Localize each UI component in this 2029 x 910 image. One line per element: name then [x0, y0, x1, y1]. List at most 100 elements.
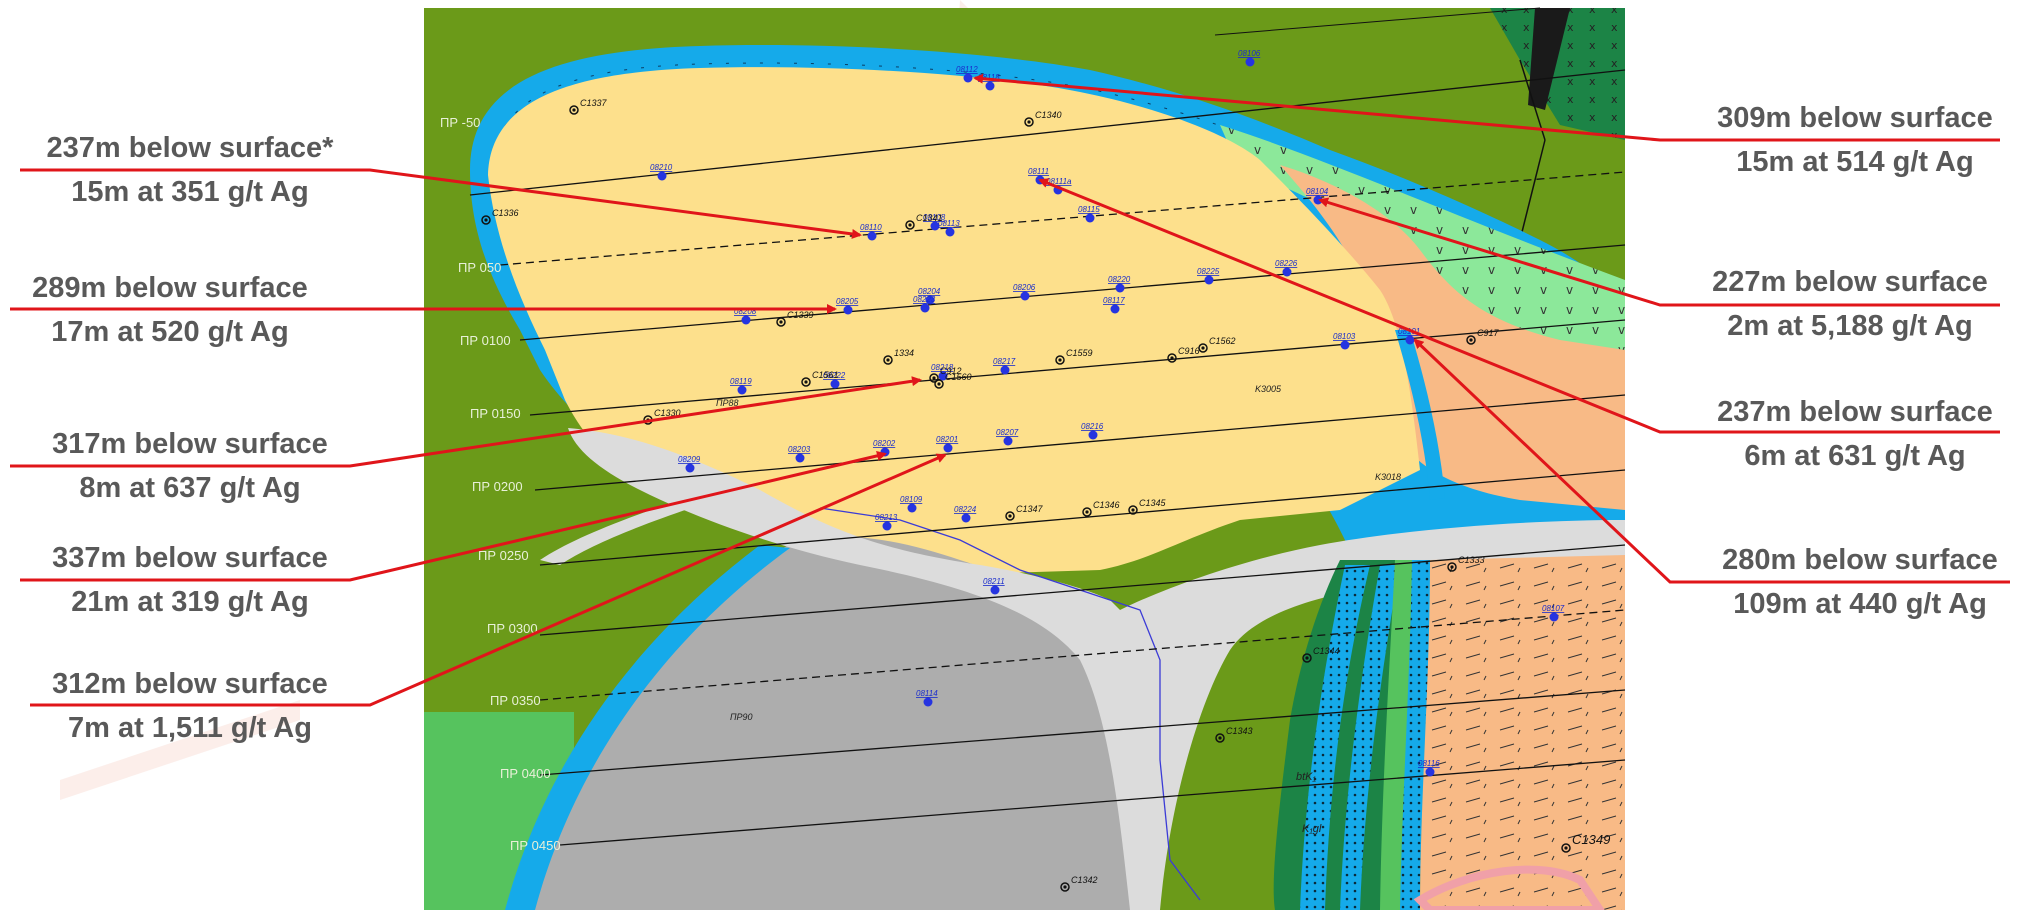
profile-labels: ПР -50 ПР 050 ПР 0100 ПР 0150 ПР 0200 ПР… [440, 115, 561, 853]
drillhole-marker [923, 697, 933, 707]
borehole-marker [1302, 653, 1312, 663]
borehole-marker [1561, 843, 1571, 853]
black-drillholes: C1337 C1340 C1336 C1341 C1339 C1559 C916 C1562 C… [481, 98, 1610, 892]
profile-label: ПР 0300 [487, 621, 538, 636]
drillhole-marker [1204, 275, 1214, 285]
drillhole-label: 08225 [1197, 267, 1220, 276]
drillhole-marker [920, 303, 930, 313]
drillhole-label: 08205 [836, 297, 859, 306]
borehole-label: C1336 [492, 208, 519, 218]
borehole-dot [1008, 514, 1012, 518]
borehole-label: C1340 [1035, 110, 1062, 120]
callout-depth: 289m below surface [32, 272, 308, 304]
leader-right-3 [1038, 178, 2000, 434]
drillhole-label: 08103 [1333, 332, 1356, 341]
drillhole-label: 08107 [1542, 604, 1565, 613]
borehole-label: C1337 [580, 98, 608, 108]
drillhole-label: 08111 [1028, 167, 1049, 176]
drillhole-label: 08201 [936, 435, 958, 444]
drillhole-label: 08111a [1046, 177, 1072, 186]
borehole-marker [1167, 353, 1177, 363]
drillhole-marker [657, 171, 667, 181]
callout-right-1: 309m below surface 15m at 514 g/t Ag [1690, 96, 2020, 184]
borehole-dot [1218, 736, 1222, 740]
profile-label: ПР 0250 [478, 548, 529, 563]
drillhole-label: 08217 [993, 357, 1016, 366]
drillhole-marker [930, 221, 940, 231]
drillhole-marker [1425, 767, 1435, 777]
drillhole-label: 08222 [823, 371, 846, 380]
drillhole-label: 08208 [734, 307, 757, 316]
borehole-dot [1564, 846, 1568, 850]
profile-label: ПР 0350 [490, 693, 541, 708]
drillhole-label: 08224 [954, 505, 977, 514]
borehole-dot [908, 223, 912, 227]
drillhole-label: 08209 [678, 455, 701, 464]
drillhole-marker [867, 231, 877, 241]
callout-result: 21m at 319 g/t Ag [71, 586, 309, 618]
drillhole-label: 08220 [1108, 275, 1131, 284]
borehole-marker [1466, 335, 1476, 345]
borehole-label: 1334 [894, 348, 914, 358]
borehole-marker [1082, 507, 1092, 517]
callout-result: 7m at 1,511 g/t Ag [68, 712, 312, 744]
drillhole-label: 08226 [1275, 259, 1298, 268]
drillhole-label: 08210 [650, 163, 673, 172]
borehole-dot [937, 382, 941, 386]
borehole-dot [484, 218, 488, 222]
drillhole-marker [737, 385, 747, 395]
drillhole-label: 08108 [923, 213, 946, 222]
profile-label: ПР -50 [440, 115, 480, 130]
callout-result: 15m at 351 g/t Ag [71, 176, 309, 208]
drillhole-label: 08206 [1013, 283, 1036, 292]
leader-right-2 [1318, 197, 2000, 307]
borehole-label: C1333 [1458, 555, 1485, 565]
drillhole-label: 08223 [913, 295, 936, 304]
borehole-marker [1060, 882, 1070, 892]
section-map-area: ПР -50 ПР 050 ПР 0100 ПР 0150 ПР 0200 ПР… [424, 7, 1626, 910]
borehole-label: C1559 [1066, 348, 1093, 358]
map-label-k3018: K3018 [1375, 472, 1401, 482]
borehole-dot [1131, 508, 1135, 512]
drillhole-marker [1115, 283, 1125, 293]
callout-right-4: 280m below surface 109m at 440 g/t Ag [1695, 538, 2025, 626]
drillhole-marker [1088, 430, 1098, 440]
drillhole-label: 08109 [900, 495, 923, 504]
callout-depth: 312m below surface [52, 668, 328, 700]
map-label-p88: ПР88 [716, 398, 739, 408]
map-label-kgl: K₁gl [1302, 823, 1322, 835]
borehole-label: C1561 [812, 370, 839, 380]
borehole-marker [569, 105, 579, 115]
leader-left-5 [30, 453, 947, 707]
callout-depth: 337m below surface [52, 542, 328, 574]
borehole-dot [932, 376, 936, 380]
drillhole-label: 08115 [1078, 205, 1100, 214]
callout-result: 2m at 5,188 g/t Ag [1727, 310, 1973, 342]
profile-label: ПР 0150 [470, 406, 521, 421]
borehole-dot [1058, 358, 1062, 362]
borehole-marker [1447, 562, 1457, 572]
borehole-marker [1005, 511, 1015, 521]
drillhole-label: 08113 [938, 219, 960, 228]
drillhole-marker [990, 585, 1000, 595]
drillhole-label: 08110 [860, 223, 882, 232]
borehole-dot [1170, 356, 1174, 360]
callout-left-4: 337m below surface 21m at 319 g/t Ag [20, 536, 360, 624]
borehole-label: C1339 [787, 310, 814, 320]
callout-depth: 227m below surface [1712, 266, 1988, 298]
drillhole-marker [945, 227, 955, 237]
callout-left-2: 289m below surface 17m at 520 g/t Ag [10, 266, 330, 354]
callout-result: 109m at 440 g/t Ag [1733, 588, 1987, 620]
leader-left-1 [20, 168, 862, 239]
borehole-marker [1198, 343, 1208, 353]
profile-label: ПР 0200 [472, 479, 523, 494]
callout-depth: 237m below surface* [46, 132, 334, 164]
borehole-dot [572, 108, 576, 112]
leader-arrows [10, 73, 2010, 707]
map-label-p90: ПР90 [730, 712, 753, 722]
borehole-label: C1330 [654, 408, 681, 418]
callout-depth: 317m below surface [52, 428, 328, 460]
borehole-label: C1560 [945, 372, 972, 382]
drillhole-label: 08207 [996, 428, 1019, 437]
